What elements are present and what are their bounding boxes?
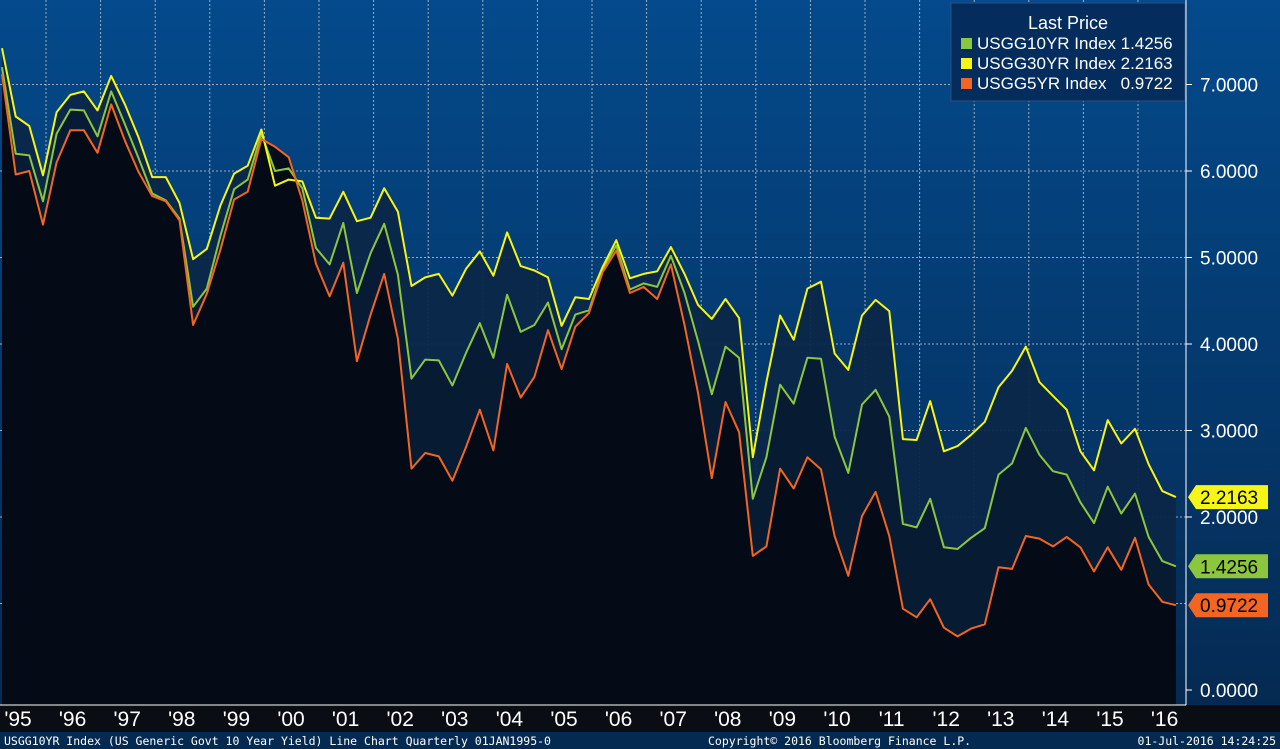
tag-usgg10yr: 1.4256 <box>1188 554 1268 579</box>
y-tick-label-5: 6.0000 <box>1200 162 1258 183</box>
y-tick-labels: 0.0000 2.0000 3.0000 4.0000 5.0000 6.0000 7.00… <box>1186 76 1258 702</box>
x-tick-label-19: '14 <box>1042 708 1070 731</box>
legend: Last Price USGG10YR Index 1.4256 USGG30Y… <box>950 2 1186 102</box>
footer-bar <box>0 732 1280 749</box>
legend-swatch-5yr <box>961 78 972 89</box>
x-tick-label-3: '98 <box>168 708 195 731</box>
y-tick-label-4: 5.0000 <box>1200 249 1258 270</box>
legend-entry-5yr: USGG5YR Index 0.9722 <box>977 74 1173 93</box>
x-axis-band <box>0 705 1280 732</box>
y-tick-label-1: 2.0000 <box>1200 508 1258 529</box>
x-tick-label-1: '96 <box>59 708 86 731</box>
footer-timestamp: 01-Jul-2016 14:24:25 <box>1138 734 1276 748</box>
legend-swatch-30yr <box>961 58 972 69</box>
x-tick-label-12: '07 <box>660 708 687 731</box>
x-tick-label-5: '00 <box>277 708 304 731</box>
tag-label-usgg5yr: 0.9722 <box>1200 596 1258 617</box>
x-tick-label-14: '09 <box>769 708 796 731</box>
y-tick-label-0: 0.0000 <box>1200 681 1258 702</box>
x-tick-label-11: '06 <box>605 708 632 731</box>
x-tick-label-2: '97 <box>114 708 141 731</box>
line-usgg5yr <box>1 73 1177 638</box>
x-tick-label-16: '11 <box>879 708 905 731</box>
legend-box <box>950 2 1186 102</box>
legend-swatch-10yr <box>961 38 972 49</box>
series-areas <box>2 48 1176 706</box>
footer-left: USGG10YR Index (US Generic Govt 10 Year … <box>4 734 551 748</box>
legend-entry-10yr: USGG10YR Index 1.4256 <box>977 34 1173 53</box>
x-tick-label-18: '13 <box>987 708 1014 731</box>
x-tick-label-9: '04 <box>496 708 524 731</box>
tag-usgg30yr: 2.2163 <box>1188 485 1268 510</box>
x-tick-label-4: '99 <box>223 708 250 731</box>
tag-usgg5yr: 0.9722 <box>1188 593 1268 618</box>
x-tick-label-8: '03 <box>441 708 468 731</box>
tag-shape-usgg30yr <box>1188 485 1268 510</box>
legend-title: Last Price <box>1028 13 1108 33</box>
x-tick-label-7: '02 <box>387 708 414 731</box>
series-lines <box>1 48 1177 638</box>
y-tick-label-2: 3.0000 <box>1200 422 1258 443</box>
line-usgg30yr <box>1 48 1177 499</box>
legend-entry-30yr: USGG30YR Index 2.2163 <box>977 54 1173 73</box>
x-tick-label-13: '08 <box>714 708 741 731</box>
tag-shape-usgg10yr <box>1188 554 1268 579</box>
x-tick-label-0: '95 <box>4 708 31 731</box>
x-tick-label-17: '12 <box>933 708 960 731</box>
x-tick-label-6: '01 <box>332 708 359 731</box>
x-tick-label-10: '05 <box>550 708 577 731</box>
x-tick-label-21: '16 <box>1151 708 1178 731</box>
footer-copyright: Copyright© 2016 Bloomberg Finance L.P. <box>708 734 971 748</box>
x-tick-labels: '95 '96 '97 '98 '99 '00 '01 '02 '03 '04 '05 '06 '07 '… <box>4 708 1178 731</box>
area-usgg5yr <box>2 74 1176 706</box>
tag-label-usgg10yr: 1.4256 <box>1200 557 1258 578</box>
y-tick-label-6: 7.0000 <box>1200 76 1258 97</box>
last-value-tags: 1.4256 2.2163 0.9722 <box>1188 485 1268 618</box>
tag-shape-usgg5yr <box>1188 593 1268 618</box>
x-tick-label-20: '15 <box>1096 708 1123 731</box>
x-tick-label-15: '10 <box>823 708 850 731</box>
y-tick-label-3: 4.0000 <box>1200 335 1258 356</box>
tag-label-usgg30yr: 2.2163 <box>1200 488 1258 509</box>
